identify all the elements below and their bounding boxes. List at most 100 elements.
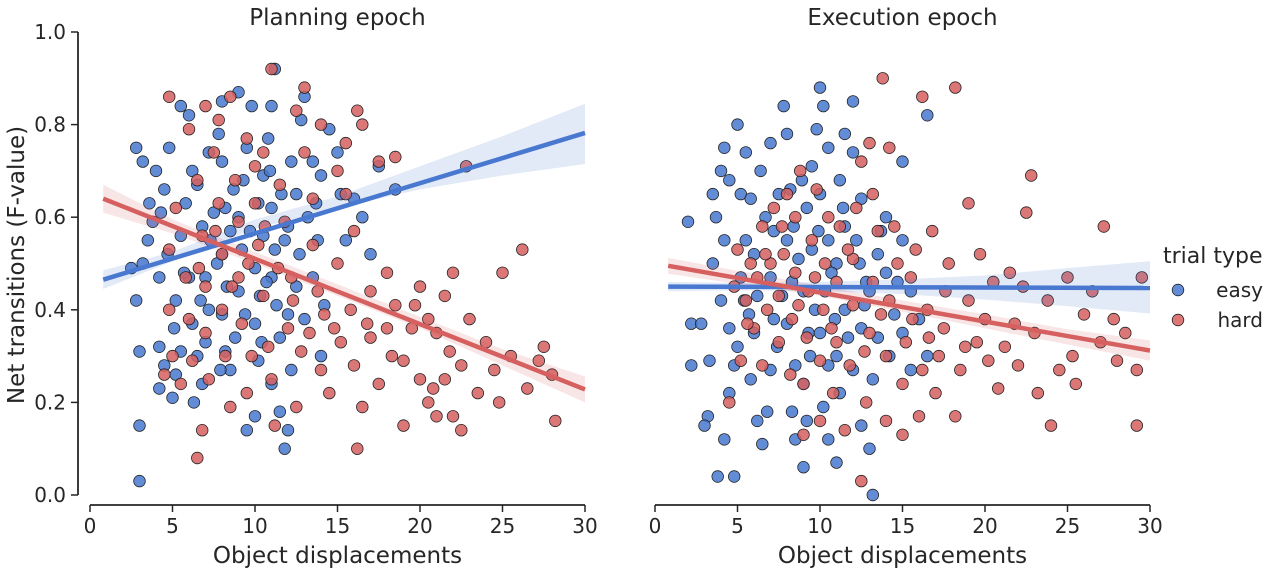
data-point xyxy=(129,294,143,307)
data-point xyxy=(290,104,303,117)
data-point xyxy=(982,354,995,367)
data-point xyxy=(224,224,237,238)
data-point xyxy=(192,261,206,275)
x-tick-label: 15 xyxy=(890,514,915,538)
data-point xyxy=(744,373,757,386)
data-point xyxy=(1130,363,1144,377)
data-point xyxy=(240,386,254,400)
data-point xyxy=(422,396,435,409)
data-point xyxy=(334,336,348,349)
data-point xyxy=(212,113,225,127)
data-point xyxy=(992,382,1005,395)
data-point xyxy=(739,294,753,307)
data-point xyxy=(817,303,830,317)
data-point xyxy=(871,224,885,238)
panel-title: Planning epoch xyxy=(249,5,425,31)
data-point xyxy=(186,354,199,367)
data-point xyxy=(339,187,353,201)
panel-planning: Planning epoch 0 5 10 15 20 25 30 Object displac… xyxy=(4,5,598,569)
data-point xyxy=(364,285,377,298)
data-point xyxy=(916,90,929,104)
data-point xyxy=(199,280,212,293)
data-point xyxy=(723,322,736,335)
data-point xyxy=(488,363,501,377)
data-point xyxy=(1020,206,1033,219)
data-point xyxy=(273,178,287,192)
data-point xyxy=(896,155,909,168)
x-tick-label: 30 xyxy=(572,514,597,538)
data-point xyxy=(767,201,781,215)
y-tick-label: 0.8 xyxy=(34,113,66,137)
data-point xyxy=(215,247,229,261)
data-point xyxy=(866,373,880,386)
data-point xyxy=(257,146,270,159)
data-point xyxy=(751,414,764,428)
data-point xyxy=(389,299,402,312)
data-point xyxy=(818,257,832,270)
data-point xyxy=(841,243,855,256)
data-point xyxy=(805,160,819,173)
data-point xyxy=(904,271,918,284)
data-point xyxy=(240,424,254,437)
data-point xyxy=(896,428,909,442)
data-point xyxy=(706,187,720,201)
data-point xyxy=(879,349,893,363)
y-tick-label: 0.6 xyxy=(34,205,66,229)
data-point xyxy=(962,294,975,307)
x-tick-label: 10 xyxy=(242,514,267,538)
data-point xyxy=(228,173,242,187)
data-point xyxy=(169,294,183,307)
data-point xyxy=(843,359,856,372)
data-point xyxy=(174,99,188,113)
data-point xyxy=(817,99,830,113)
data-point xyxy=(810,122,823,136)
data-point xyxy=(262,340,275,354)
data-point xyxy=(784,368,797,381)
data-point xyxy=(780,187,794,201)
data-point xyxy=(199,99,212,113)
data-point xyxy=(876,72,889,85)
data-point xyxy=(306,238,320,252)
data-point xyxy=(295,345,308,358)
data-point xyxy=(153,271,166,284)
data-point xyxy=(318,308,331,321)
data-point xyxy=(356,210,369,224)
data-point xyxy=(339,136,353,150)
data-point xyxy=(909,243,922,256)
data-point xyxy=(797,461,810,474)
data-point xyxy=(194,294,207,307)
data-point xyxy=(998,340,1012,354)
data-point xyxy=(245,99,258,113)
data-point xyxy=(422,312,435,326)
data-point xyxy=(463,312,476,326)
data-point xyxy=(970,336,984,349)
data-point xyxy=(344,303,357,317)
x-tick-label: 25 xyxy=(490,514,515,538)
data-point xyxy=(959,340,972,354)
legend-label-easy: easy xyxy=(1216,278,1263,302)
data-point xyxy=(833,173,847,187)
y-tick-label: 0.2 xyxy=(34,390,66,414)
x-tick-label: 15 xyxy=(325,514,350,538)
data-point xyxy=(265,62,278,76)
data-point xyxy=(154,206,168,219)
data-point xyxy=(199,326,212,340)
data-point xyxy=(228,331,242,344)
data-point xyxy=(744,257,757,270)
data-point xyxy=(413,373,427,386)
data-point xyxy=(822,433,835,446)
data-point xyxy=(235,317,249,330)
data-point xyxy=(891,257,904,270)
data-point xyxy=(133,474,146,488)
data-point xyxy=(443,345,456,358)
data-point xyxy=(841,331,855,344)
data-point xyxy=(212,197,225,210)
data-point xyxy=(896,234,909,247)
data-point xyxy=(714,294,728,307)
data-point xyxy=(817,400,830,414)
data-point xyxy=(209,224,222,238)
data-point xyxy=(162,90,176,104)
data-point xyxy=(797,428,810,442)
data-point xyxy=(385,349,399,363)
data-point xyxy=(1003,266,1017,280)
